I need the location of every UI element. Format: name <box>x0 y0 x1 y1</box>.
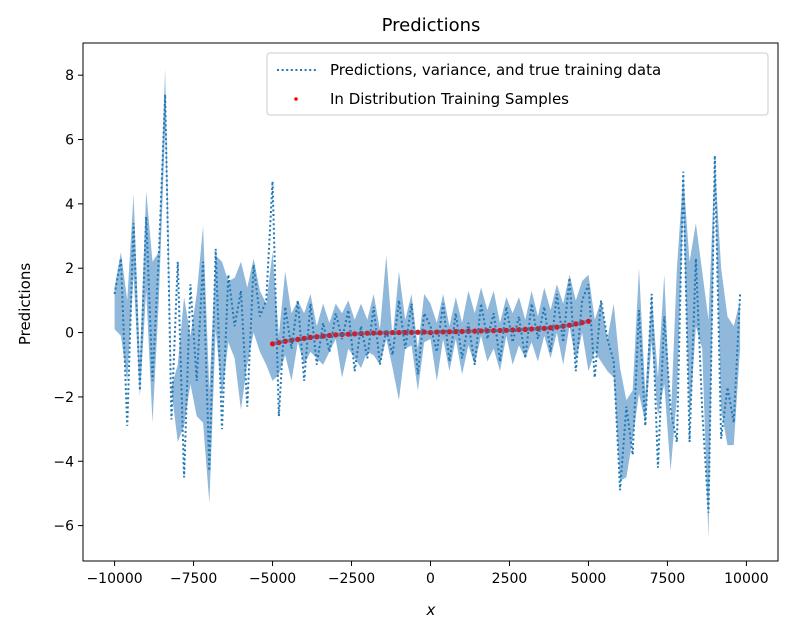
x-tick-label: 0 <box>426 571 435 587</box>
x-tick-label: 2500 <box>492 571 528 587</box>
y-tick-label: −2 <box>53 390 74 406</box>
y-tick-label: −4 <box>53 454 74 470</box>
y-tick-label: 8 <box>65 68 74 84</box>
chart-title: Predictions <box>382 15 481 36</box>
legend-prediction-label: Predictions, variance, and true training… <box>330 61 661 79</box>
y-tick-label: 0 <box>65 326 74 342</box>
axes: −10000 −7500 −5000 −2500 0 2500 5000 7500 10000 −… <box>53 42 779 587</box>
plot-area <box>113 68 742 539</box>
x-tick-label: 5000 <box>571 571 607 587</box>
x-tick-label: −10000 <box>86 571 142 587</box>
legend: Predictions, variance, and true training… <box>266 52 769 116</box>
x-tick-label: 7500 <box>650 571 686 587</box>
legend-samples-swatch <box>294 97 298 101</box>
y-tick-label: −6 <box>53 519 74 535</box>
x-tick-label: −2500 <box>328 571 375 587</box>
variance-band <box>114 68 741 539</box>
legend-box <box>266 52 769 116</box>
y-tick-label: 2 <box>65 261 74 277</box>
y-axis-label: Predictions <box>16 263 34 346</box>
x-tick-label: −5000 <box>249 571 296 587</box>
y-tick-label: 6 <box>65 133 74 149</box>
x-axis-label: x <box>426 601 436 619</box>
y-tick-label: 4 <box>65 197 74 213</box>
prediction-line <box>113 94 742 513</box>
x-tick-label: 10000 <box>724 571 769 587</box>
x-tick-label: −7500 <box>170 571 217 587</box>
legend-samples-label: In Distribution Training Samples <box>330 90 569 108</box>
